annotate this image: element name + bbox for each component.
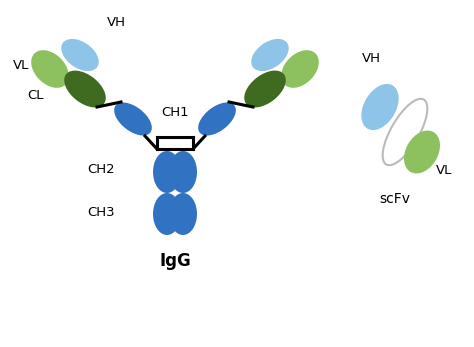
Text: CH3: CH3 xyxy=(87,205,115,219)
Ellipse shape xyxy=(361,84,399,130)
Text: VL: VL xyxy=(13,59,29,71)
Text: VL: VL xyxy=(436,164,452,177)
Ellipse shape xyxy=(64,70,106,108)
Text: CH1: CH1 xyxy=(161,105,189,118)
Ellipse shape xyxy=(61,39,99,71)
Ellipse shape xyxy=(251,39,289,71)
Text: CH2: CH2 xyxy=(87,162,115,176)
Text: VH: VH xyxy=(107,16,126,29)
Ellipse shape xyxy=(114,102,152,136)
Ellipse shape xyxy=(281,50,319,88)
Text: CL: CL xyxy=(27,88,44,102)
Ellipse shape xyxy=(169,193,197,235)
Text: scFv: scFv xyxy=(380,192,410,206)
Ellipse shape xyxy=(198,102,236,136)
Text: VH: VH xyxy=(362,52,381,65)
Ellipse shape xyxy=(153,151,181,193)
Ellipse shape xyxy=(31,50,69,88)
Text: IgG: IgG xyxy=(159,252,191,270)
Ellipse shape xyxy=(169,151,197,193)
Ellipse shape xyxy=(244,70,286,108)
Ellipse shape xyxy=(404,130,440,174)
Ellipse shape xyxy=(153,193,181,235)
